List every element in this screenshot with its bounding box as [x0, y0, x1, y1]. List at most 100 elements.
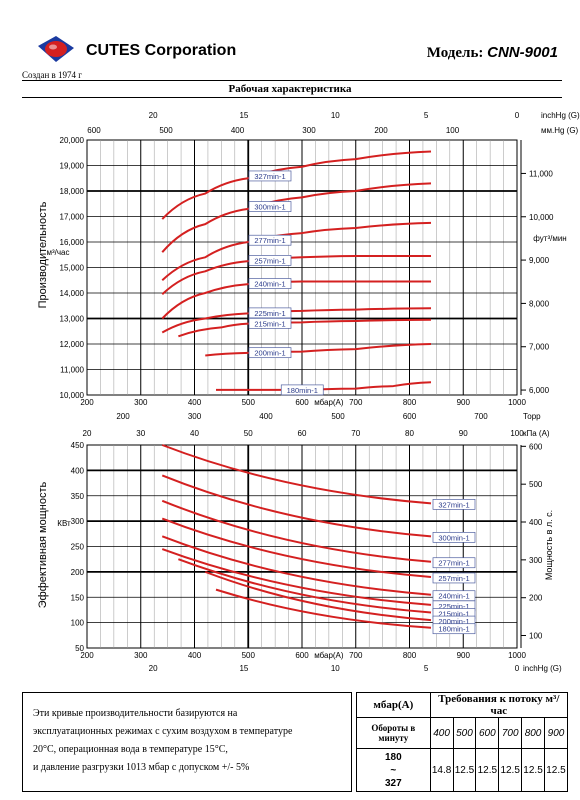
- series-label: 240min-1: [438, 592, 469, 601]
- y-tick-label: 19,000: [60, 162, 85, 171]
- y-tick-label: 16,000: [60, 238, 85, 247]
- inchhg-bottom-unit: inchHg (G): [523, 664, 562, 673]
- note-line: эксплуатационных режимах с сухим воздухо…: [33, 726, 293, 737]
- kpa-tick-label: 90: [459, 429, 468, 438]
- x-tick-label: 800: [403, 651, 417, 660]
- y-tick-label: 14,000: [60, 289, 85, 298]
- series-curve: [161, 150, 432, 220]
- y-tick-label: 100: [71, 619, 85, 628]
- pressure-cell: 600: [475, 717, 500, 749]
- header-rule-bottom: [22, 97, 562, 98]
- speed-range-max: 327: [384, 777, 402, 789]
- inchhg-tick-label: 15: [239, 111, 248, 120]
- series-curve: [205, 343, 432, 357]
- note-line: Эти кривые производительности базируются…: [33, 708, 238, 719]
- series-label: 215min-1: [438, 609, 469, 618]
- inchhg-unit: inchHg (G): [541, 111, 580, 120]
- left-unit: КВт: [57, 519, 71, 528]
- x-tick-label: 400: [188, 651, 202, 660]
- mmhg-tick-label: 600: [87, 126, 101, 135]
- series-curve: [161, 280, 431, 320]
- series-curve: [204, 570, 432, 622]
- series-label-box: [248, 201, 292, 212]
- torr-tick-label: 300: [188, 412, 202, 421]
- right-tick-label: 200: [529, 594, 543, 603]
- series-label: 225min-1: [438, 602, 469, 611]
- x-tick-label: 1000: [508, 651, 526, 660]
- y-tick-label: 50: [75, 644, 84, 653]
- cutes-logo: [38, 36, 74, 62]
- x-tick-label: 500: [242, 651, 256, 660]
- x-tick-label: 300: [134, 398, 148, 407]
- y-axis-title: Производительность: [37, 201, 49, 308]
- right-tick-label: 400: [529, 518, 543, 527]
- note-line: и давление разгрузки 1013 мбар с допуско…: [33, 762, 250, 773]
- x-tick-label: 900: [457, 398, 471, 407]
- model-label: Модель:: [426, 45, 484, 61]
- series-curve: [161, 548, 432, 606]
- right-tick-label: 100: [529, 632, 543, 641]
- series-label: 225min-1: [254, 309, 285, 318]
- kpa-tick-label: 20: [83, 429, 92, 438]
- series-curve: [215, 588, 432, 629]
- kpa-tick-label: 40: [190, 429, 199, 438]
- y-tick-label: 13,000: [60, 315, 85, 324]
- series-label-box: [432, 557, 476, 569]
- x-axis-label: мбар(А): [314, 651, 344, 660]
- flow-value-cell: 14.8: [429, 748, 454, 792]
- model-heading: Модель: CNN-9001: [427, 44, 558, 62]
- right-tick-label: 7,000: [529, 343, 550, 352]
- y-tick-label: 400: [71, 466, 85, 475]
- series-label-box: [248, 278, 292, 289]
- torr-unit: Торр: [523, 412, 541, 421]
- page-title: Рабочая характеристика: [228, 83, 352, 95]
- x-tick-label: 200: [80, 651, 94, 660]
- flow-value-cell: 12.5: [543, 748, 569, 792]
- series-label-box: [248, 317, 292, 329]
- inchhg-tick-label: 5: [424, 111, 429, 120]
- y-tick-label: 18,000: [60, 187, 85, 196]
- y-axis-title: Эффективная мощность: [37, 481, 49, 608]
- performance-charts: 20 15 10 5 0 inchHg (G)600 500 400 300 200 100 мм.H…: [37, 111, 580, 673]
- y-tick-label: 17,000: [60, 213, 85, 222]
- series-label-box: [432, 623, 476, 635]
- series-label-box: [432, 499, 476, 510]
- mmhg-tick-label: 300: [302, 126, 316, 135]
- flow-requirements-table: мбар(А) Требования к потоку м³/час Оборо…: [356, 692, 569, 792]
- flow-value-cell: 12.5: [498, 748, 523, 792]
- right-tick-label: 11,000: [529, 169, 553, 178]
- speed-range-sep: ~: [390, 764, 397, 776]
- y-tick-label: 10,000: [60, 391, 85, 400]
- series-label: 327min-1: [254, 172, 285, 181]
- speed-header: Обороты в минуту: [356, 717, 431, 749]
- speed-range-cell: 180 ~ 327: [356, 748, 431, 792]
- y-tick-label: 250: [71, 543, 85, 552]
- x-tick-label: 800: [403, 398, 417, 407]
- series-label: 215min-1: [254, 319, 285, 328]
- series-label: 180min-1: [438, 625, 469, 634]
- pressure-cell: 900: [543, 717, 569, 749]
- right-tick-label: 8,000: [529, 299, 550, 308]
- series-curve: [161, 255, 431, 296]
- speed-range-min: 180: [384, 751, 402, 763]
- x-tick-label: 200: [80, 398, 94, 407]
- kpa-unit: кПа (A): [523, 429, 550, 438]
- series-label: 240min-1: [254, 280, 285, 289]
- header-rule-top: [22, 80, 562, 81]
- series-label-box: [248, 170, 292, 182]
- left-unit: м³/час: [46, 248, 69, 257]
- inchhg-bottom-tick-label: 15: [239, 664, 248, 673]
- series-label: 300min-1: [254, 203, 285, 212]
- y-tick-label: 150: [71, 593, 85, 602]
- series-label-box: [248, 307, 292, 319]
- flow-value-cell: 12.5: [475, 748, 500, 792]
- y-tick-label: 450: [71, 441, 85, 450]
- inchhg-bottom-tick-label: 5: [424, 664, 429, 673]
- x-tick-label: 1000: [508, 398, 526, 407]
- kpa-tick-label: 50: [244, 429, 253, 438]
- y-tick-label: 12,000: [60, 340, 85, 349]
- series-curve: [161, 535, 432, 596]
- series-label: 277min-1: [254, 236, 285, 245]
- series-curve: [161, 474, 432, 538]
- series-label: 257min-1: [254, 256, 285, 265]
